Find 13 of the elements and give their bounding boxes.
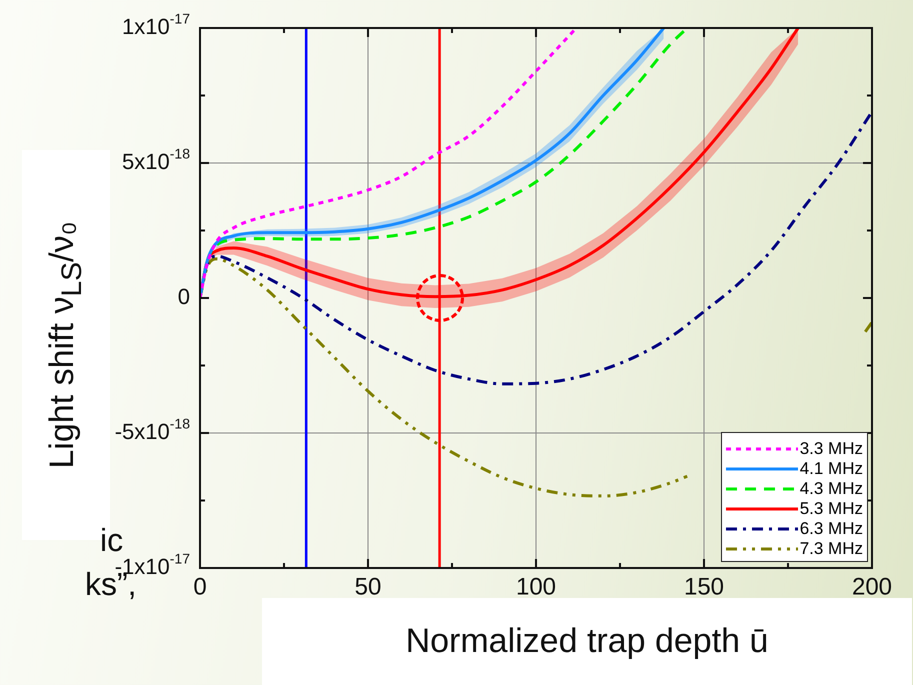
x-tick-label: 50: [354, 574, 382, 601]
x-tick-label: 150: [684, 574, 724, 601]
legend-label: 6.3 MHz: [800, 518, 863, 538]
legend-label: 5.3 MHz: [800, 498, 863, 518]
legend-label: 4.3 MHz: [800, 478, 863, 498]
legend-label: 4.1 MHz: [800, 458, 863, 478]
legend-label: 3.3 MHz: [800, 438, 863, 458]
legend-label: 7.3 MHz: [800, 538, 863, 558]
x-tick-label: 200: [852, 574, 892, 601]
y-tick-label: 0: [178, 284, 190, 310]
x-axis-title: Normalized trap depth ū: [406, 622, 768, 660]
text: ic: [100, 522, 124, 558]
x-tick-label: 100: [516, 574, 556, 601]
